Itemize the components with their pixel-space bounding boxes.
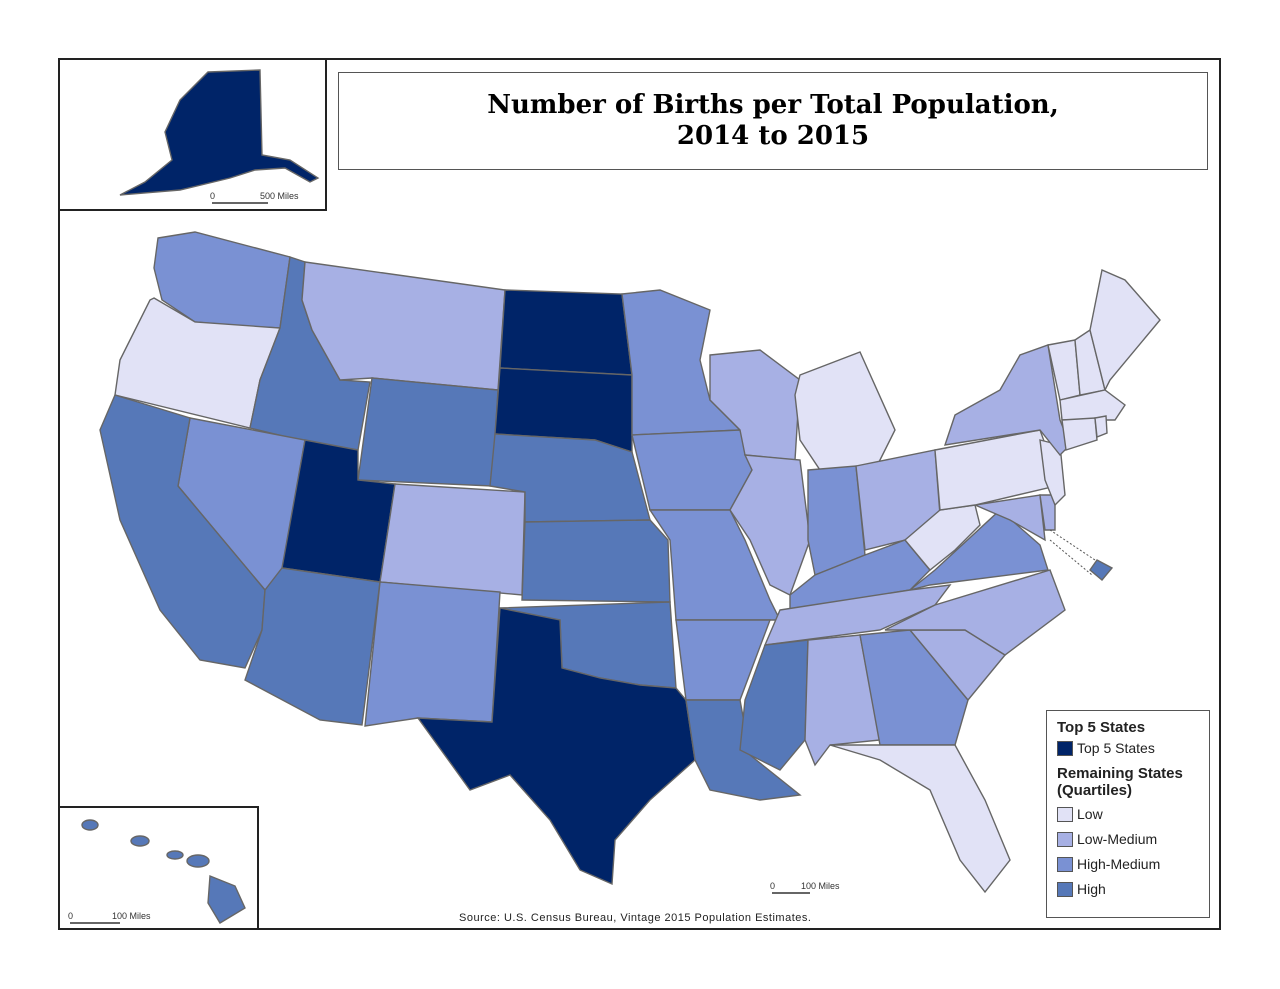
legend-item-low: Low (1057, 806, 1199, 822)
legend-label-high: High (1077, 881, 1106, 897)
state-ia (631, 429, 753, 511)
legend-item-low-medium: Low-Medium (1057, 831, 1199, 847)
state-ma (1059, 389, 1126, 421)
main-scale-bar: 0 100 Miles (770, 881, 840, 894)
state-wy (357, 377, 499, 487)
legend-swatch-high-medium (1057, 856, 1073, 872)
legend-item-top5: Top 5 States (1057, 740, 1199, 756)
state-ri (1094, 415, 1108, 438)
legend-item-high-medium: High-Medium (1057, 856, 1199, 872)
legend-remaining-heading: Remaining States (1057, 765, 1183, 782)
legend: Top 5 States Top 5 States Remaining Stat… (1046, 710, 1210, 918)
alaska-inset: 0 500 Miles (58, 58, 327, 211)
state-hi (81, 819, 246, 924)
main-scale-zero: 0 (770, 881, 775, 891)
map-frame (58, 58, 1221, 930)
legend-swatch-low-medium (1057, 831, 1073, 847)
state-nc (884, 569, 1066, 656)
legend-label-top5: Top 5 States (1077, 740, 1155, 756)
source-note: Source: U.S. Census Bureau, Vintage 2015… (459, 912, 812, 924)
legend-remaining-subheading: (Quartiles) (1057, 782, 1133, 799)
state-co (379, 483, 526, 596)
state-va (909, 509, 1049, 591)
title-box: Number of Births per Total Population, 2… (338, 72, 1208, 170)
state-de (1039, 494, 1056, 531)
state-ct (1061, 417, 1098, 451)
dc-leader-line-2 (1049, 539, 1093, 576)
state-md (972, 494, 1046, 542)
state-fl (829, 744, 1011, 894)
legend-swatch-high (1057, 881, 1073, 897)
legend-swatch-top5 (1057, 740, 1073, 756)
map-title-line-2: 2014 to 2015 (676, 121, 870, 151)
state-ga (859, 629, 969, 746)
state-tx (416, 607, 696, 886)
state-me (1089, 269, 1161, 393)
main-scale-label: 100 Miles (801, 881, 840, 891)
state-nm (364, 581, 501, 727)
state-az (244, 567, 381, 726)
legend-item-high: High (1057, 881, 1199, 897)
legend-swatch-low (1057, 806, 1073, 822)
legend-top-heading: Top 5 States (1057, 719, 1146, 736)
legend-label-high-medium: High-Medium (1077, 856, 1161, 872)
state-mi (794, 351, 896, 471)
alaska-scale-zero: 0 (210, 191, 215, 201)
state-nd (499, 289, 633, 376)
legend-label-low: Low (1077, 806, 1103, 822)
hawaii-scale-zero: 0 (68, 911, 73, 921)
alaska-scale-label: 500 Miles (260, 191, 299, 201)
dc-leader-line (1049, 529, 1096, 561)
hawaii-scale-label: 100 Miles (112, 911, 151, 921)
state-ca (99, 394, 266, 669)
state-il (729, 454, 811, 596)
state-dc (1089, 559, 1114, 581)
hawaii-inset: 0 100 Miles (58, 806, 259, 930)
state-ak (119, 69, 320, 196)
map-title-line-1: Number of Births per Total Population, (487, 90, 1059, 120)
legend-label-low-medium: Low-Medium (1077, 831, 1158, 847)
state-ks (521, 519, 671, 603)
